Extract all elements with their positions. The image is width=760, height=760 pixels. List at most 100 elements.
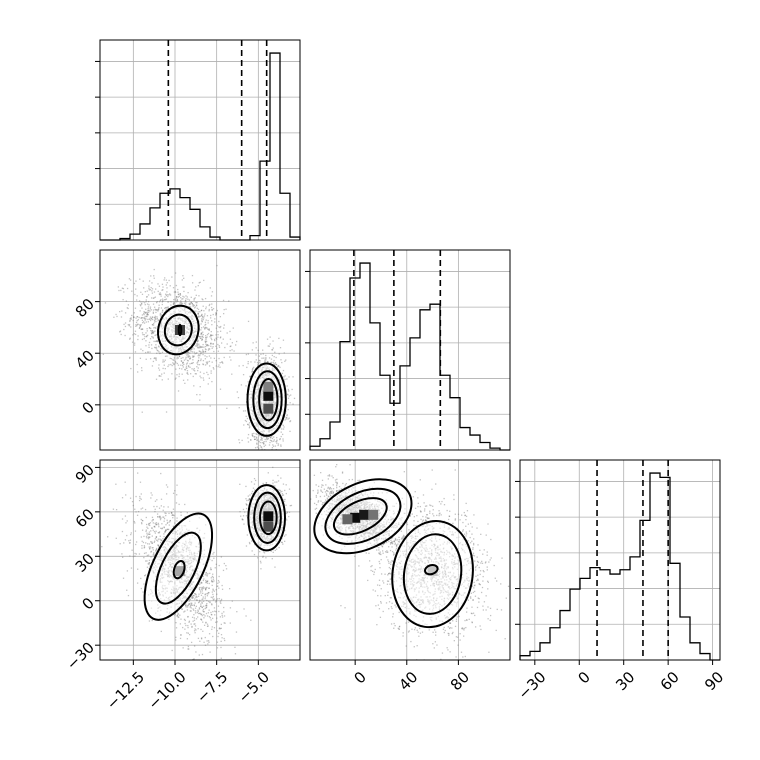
- panel-3-1-sample-point: [187, 616, 189, 618]
- panel-2-1-sample-point: [146, 312, 149, 314]
- panel-3-1-sample-point: [212, 599, 215, 601]
- panel-3-1-sample-point: [186, 632, 188, 634]
- panel-2-1-sample-point: [150, 297, 153, 299]
- panel-2-1-sample-point: [140, 302, 143, 305]
- panel-2-1-sample-point: [256, 437, 258, 439]
- panel-3-1-sample-point: [190, 602, 192, 604]
- panel-2-1-sample-point: [172, 359, 174, 361]
- panel-2-1-sample-point: [128, 323, 131, 326]
- panel-3-1-sample-point: [163, 516, 165, 518]
- panel-2-1-sample-point: [188, 355, 190, 357]
- panel-2-1-sample-point: [205, 343, 207, 345]
- panel-2-1-sample-point: [201, 313, 203, 316]
- panel-2-1-sample-point: [139, 326, 141, 329]
- panel-2-1-sample-point: [161, 303, 163, 306]
- panel-2-1-sample-point: [141, 316, 143, 319]
- panel-2-1-sample-point: [192, 304, 194, 306]
- panel-3-1-sample-point: [145, 523, 148, 526]
- panel-3-1-sample-point: [197, 610, 199, 613]
- panel-3-1-sample-point: [163, 526, 165, 528]
- panel-2-1-sample-point: [193, 348, 195, 350]
- panel-3-1-sample-point: [200, 628, 202, 631]
- panel-2-1-sample-point: [155, 359, 157, 361]
- panel-2-1-sample-point: [270, 452, 271, 453]
- panel-3-1-sample-point: [143, 535, 145, 538]
- panel-3-1-sample-point: [177, 612, 179, 615]
- panel-2-1-sample-point: [170, 363, 172, 366]
- panel-3-1-sample-point: [205, 622, 207, 624]
- panel-3-1-sample-point: [201, 586, 204, 589]
- panel-3-1-sample-point: [152, 553, 155, 555]
- panel-2-1-sample-point: [196, 301, 198, 304]
- panel-3-1-sample-point: [220, 646, 222, 649]
- panel-3-1-sample-point: [151, 559, 154, 561]
- panel-2-1-sample-point: [180, 357, 182, 360]
- panel-2-1-sample-point: [142, 349, 144, 352]
- panel-3-1-sample-point: [211, 604, 213, 606]
- panel-2-1-sample-point: [175, 362, 177, 364]
- panel-2-1-sample-point: [270, 361, 272, 364]
- panel-3-1-sample-point: [215, 611, 217, 613]
- panel-2-1-sample-point: [205, 326, 207, 329]
- panel-2-1-sample-point: [214, 321, 216, 323]
- panel-3-1-sample-point: [252, 487, 255, 489]
- panel-2-1-sample-point: [193, 299, 195, 301]
- panel-2-1-sample-point: [196, 340, 199, 342]
- panel-2-1-sample-point: [249, 426, 251, 428]
- panel-3-1-sample-point: [188, 603, 191, 605]
- panel-2-1-sample-point: [219, 316, 222, 318]
- panel-2-1-sample-point: [201, 346, 203, 348]
- panel-3-1-sample-point: [164, 531, 166, 534]
- panel-2-1-sample-point: [197, 361, 199, 363]
- panel-3-1-sample-point: [145, 542, 147, 544]
- panel-3-1-sample-point: [207, 591, 209, 594]
- panel-2-1-sample-point: [208, 355, 211, 357]
- panel-3-1-sample-point: [202, 579, 205, 582]
- panel-3-1-sample-point: [170, 512, 173, 514]
- panel-2-1-sample-point: [245, 415, 247, 418]
- panel-3-1-sample-point: [176, 611, 179, 613]
- panel-2-1-sample-point: [168, 279, 170, 282]
- panel-2-1-sample-point: [154, 346, 156, 349]
- panel-3-1-sample-point: [206, 640, 208, 642]
- panel-3-1-sample-point: [157, 516, 159, 518]
- panel-2-1-sample-point: [161, 289, 163, 291]
- panel-2-1-sample-point: [255, 438, 257, 440]
- panel-3-1-sample-point: [199, 605, 202, 607]
- panel-2-1-sample-point: [189, 363, 191, 365]
- panel-3-1-sample-point: [202, 610, 204, 612]
- panel-2-1-sample-point: [193, 367, 195, 370]
- panel-2-1-sample-point: [210, 342, 212, 345]
- panel-2-1-sample-point: [119, 330, 122, 332]
- panel-3-1-sample-point: [201, 601, 203, 603]
- panel-3-1-sample-point: [135, 553, 138, 555]
- panel-2-1-sample-point: [231, 373, 233, 375]
- panel-3-1-sample-point: [212, 553, 214, 555]
- panel-3-1-sample-point: [189, 605, 192, 607]
- panel-2-1-sample-point: [185, 301, 187, 303]
- panel-2-1-sample-point: [151, 282, 153, 284]
- panel-3-1-sample-point: [179, 637, 182, 640]
- panel-2-1-sample-point: [213, 338, 216, 341]
- panel-3-1-sample-point: [205, 607, 207, 609]
- panel-3-1-sample-point: [248, 498, 251, 500]
- panel-3-1-sample-point: [146, 554, 149, 557]
- panel-2-1-sample-point: [205, 308, 207, 310]
- panel-3-1-sample-point: [149, 533, 151, 535]
- panel-3-1-sample-point: [223, 606, 225, 609]
- panel-3-1-sample-point: [219, 627, 222, 630]
- panel-3-1-sample-point: [121, 553, 123, 555]
- panel-2-1-sample-point: [198, 336, 200, 338]
- panel-2-1-sample-point: [269, 437, 272, 439]
- panel-3-1-sample-point: [132, 555, 135, 558]
- panel-2-1-sample-point: [159, 352, 162, 354]
- panel-3-1-sample-point: [190, 610, 192, 612]
- panel-2-1-sample-point: [202, 343, 204, 346]
- panel-3-1-sample-point: [168, 512, 170, 515]
- panel-3-1-sample-point: [210, 596, 212, 598]
- panel-2-1-sample-point: [233, 350, 235, 352]
- panel-2-1-sample-point: [247, 441, 250, 443]
- panel-2-1-sample-point: [202, 363, 204, 365]
- panel-3-1-sample-point: [160, 505, 162, 507]
- panel-2-1-sample-point: [184, 382, 186, 384]
